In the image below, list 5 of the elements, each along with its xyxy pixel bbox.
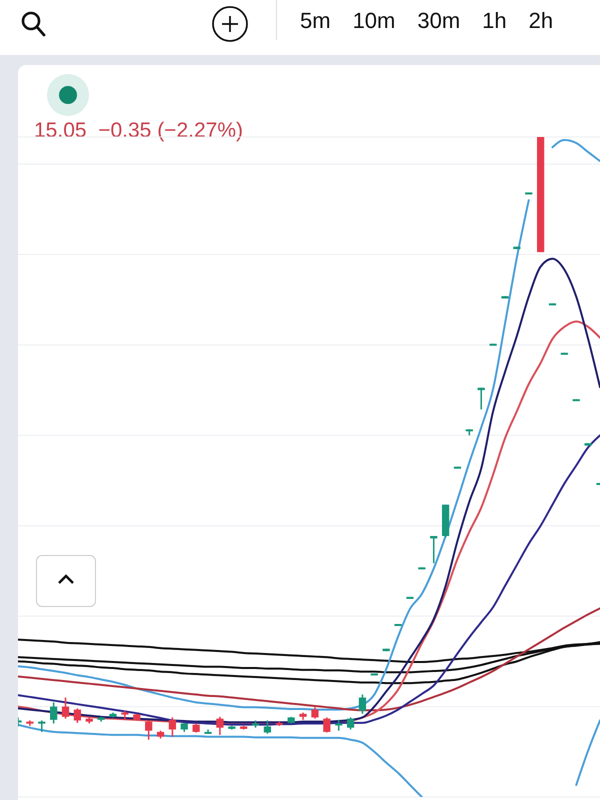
text: 5m [300,8,331,34]
text: 10m [352,8,396,34]
text: 2h [528,8,554,34]
text: 30m [417,8,460,34]
text: 1h [482,8,507,34]
